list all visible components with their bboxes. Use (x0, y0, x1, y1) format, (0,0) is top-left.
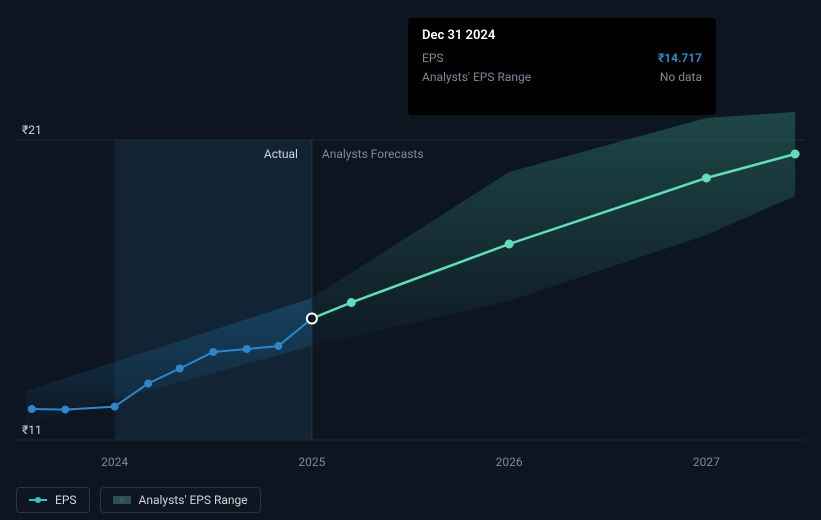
tooltip-row-label: EPS (422, 49, 444, 68)
area-dot-icon (113, 495, 131, 505)
section-label-actual: Actual (264, 147, 298, 161)
tooltip-row-range: Analysts' EPS Range No data (422, 68, 702, 87)
tooltip-row-value: ₹14.717 (658, 49, 702, 68)
legend-label: Analysts' EPS Range (139, 493, 248, 507)
x-tick-label: 2026 (496, 455, 523, 469)
line-dot-icon (29, 495, 47, 505)
legend-item-eps[interactable]: EPS (16, 487, 90, 513)
x-tick-label: 2025 (298, 455, 325, 469)
y-tick-label-bottom: ₹11 (22, 423, 42, 437)
eps-forecast-chart: ₹21 ₹11 2024 2025 2026 2027 Actual Analy… (0, 0, 821, 520)
x-tick-label: 2024 (101, 455, 128, 469)
legend-item-range[interactable]: Analysts' EPS Range (100, 487, 261, 513)
chart-tooltip: Dec 31 2024 EPS ₹14.717 Analysts' EPS Ra… (408, 18, 716, 115)
x-tick-label: 2027 (693, 455, 720, 469)
tooltip-row-label: Analysts' EPS Range (422, 68, 531, 87)
section-label-forecast: Analysts Forecasts (322, 147, 424, 161)
y-tick-label-top: ₹21 (22, 123, 42, 137)
tooltip-date: Dec 31 2024 (422, 28, 702, 43)
tooltip-row-eps: EPS ₹14.717 (422, 49, 702, 68)
legend-label: EPS (55, 493, 77, 507)
chart-legend: EPS Analysts' EPS Range (16, 487, 261, 513)
tooltip-row-value: No data (660, 68, 702, 87)
